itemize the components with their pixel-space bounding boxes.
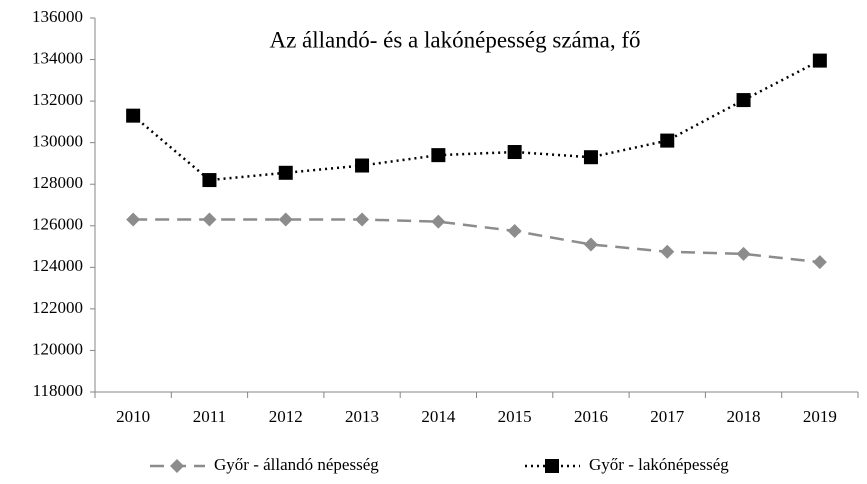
x-tick-label: 2014 [421,407,456,426]
y-tick-label: 122000 [32,298,83,317]
y-tick-label: 118000 [33,381,83,400]
marker [126,108,141,123]
marker [583,237,598,252]
marker [202,212,217,227]
marker [431,214,446,229]
series-line [132,59,821,182]
marker [507,223,522,238]
marker [812,53,827,68]
marker [431,148,446,163]
marker [355,158,370,173]
y-tick-label: 136000 [32,7,83,26]
y-tick-label: 130000 [32,132,83,151]
marker [170,459,184,473]
marker [736,93,751,108]
marker [126,212,141,227]
marker [660,133,675,148]
x-tick-label: 2013 [345,407,379,426]
y-tick-label: 132000 [32,90,83,109]
series-line [133,218,820,264]
marker [583,150,598,165]
chart-title: Az állandó- és a lakónépesség száma, fő [269,27,640,52]
marker [202,173,217,188]
legend-label: Győr - lakónépesség [589,455,729,474]
marker [278,165,293,180]
y-tick-label: 128000 [32,173,83,192]
x-tick-label: 2010 [116,407,150,426]
marker [545,459,559,473]
x-tick-label: 2012 [269,407,303,426]
marker [736,246,751,261]
y-tick-label: 134000 [32,48,83,67]
y-tick-label: 124000 [32,256,83,275]
x-tick-label: 2015 [498,407,532,426]
x-tick-label: 2011 [193,407,226,426]
x-tick-label: 2019 [803,407,837,426]
marker [660,244,675,259]
y-tick-label: 120000 [32,339,83,358]
marker [278,212,293,227]
x-tick-label: 2017 [650,407,685,426]
x-tick-label: 2016 [574,407,608,426]
marker [507,145,522,160]
marker [355,212,370,227]
x-tick-label: 2018 [727,407,761,426]
y-tick-label: 126000 [32,215,83,234]
legend-label: Győr - állandó népesség [214,455,379,474]
marker [812,255,827,270]
